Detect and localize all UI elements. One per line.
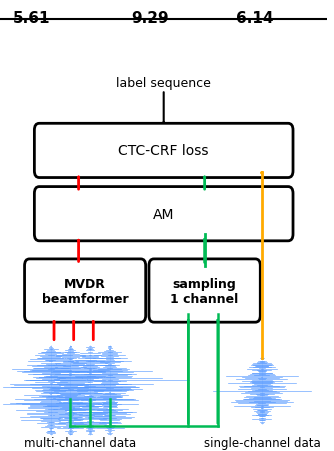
Text: 5.61: 5.61 <box>13 11 50 26</box>
Text: single-channel data: single-channel data <box>203 436 320 449</box>
FancyBboxPatch shape <box>149 259 260 322</box>
Text: CTC-CRF loss: CTC-CRF loss <box>119 144 209 158</box>
Text: 6.14: 6.14 <box>236 11 273 26</box>
Text: multi-channel data: multi-channel data <box>24 436 136 449</box>
FancyBboxPatch shape <box>34 124 293 178</box>
Text: AM: AM <box>153 207 174 221</box>
FancyBboxPatch shape <box>25 259 146 322</box>
Text: 9.29: 9.29 <box>131 11 169 26</box>
Text: label sequence: label sequence <box>116 77 211 90</box>
Text: sampling
1 channel: sampling 1 channel <box>170 277 239 305</box>
FancyBboxPatch shape <box>34 187 293 241</box>
Text: MVDR
beamformer: MVDR beamformer <box>42 277 129 305</box>
